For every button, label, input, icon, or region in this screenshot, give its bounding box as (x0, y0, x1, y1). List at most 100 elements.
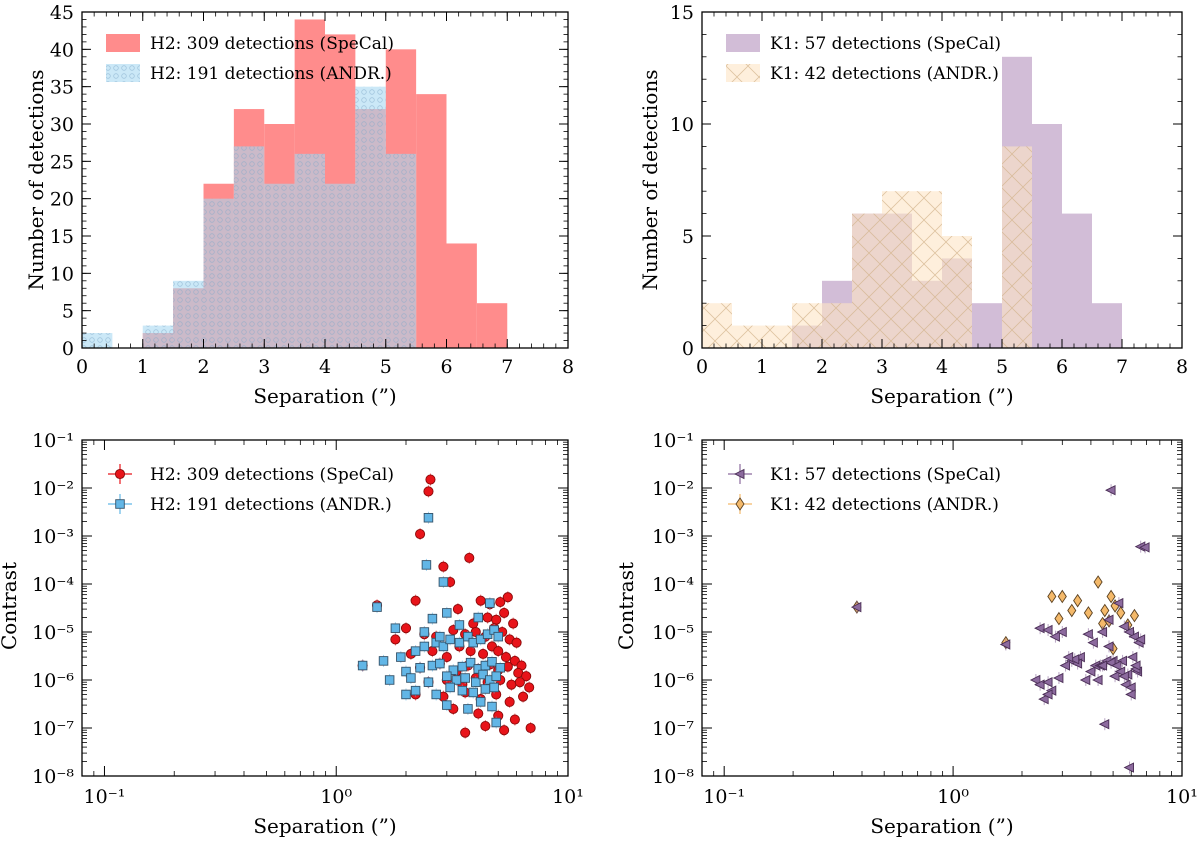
scatter-k1-point (1087, 637, 1098, 648)
scatter-k1-legend: K1: 57 detections (SpeCal) K1: 42 detecti… (728, 464, 1001, 515)
scatter-h2-legend: H2: 309 detections (SpeCal) H2: 191 detec… (108, 464, 394, 515)
scatter-h2-panel: 10⁻¹ 10⁰ 10¹ 10⁻⁸ 10⁻⁷ 10⁻⁶ 10⁻⁵ 10⁻⁴ 10⁻³ 10⁻² 10… (0, 430, 584, 838)
scatter-k1-point (1042, 676, 1053, 688)
scatter-k1-point (999, 639, 1011, 650)
scatter-h2-point (514, 677, 525, 688)
scatter-h2-point (487, 656, 497, 667)
scatter-k1-point (1098, 718, 1110, 730)
scatter-h2-point (489, 682, 499, 693)
scatter-k1-point (1112, 597, 1124, 609)
scatter-h2-legend-label: H2: 309 detections (SpeCal) (150, 465, 394, 485)
scatter-h2-point (427, 613, 438, 624)
scatter-k1-point (1125, 689, 1136, 700)
scatter-h2-point (491, 614, 502, 625)
scatter-h2-point (378, 656, 389, 666)
scatter-h2-point (480, 720, 491, 732)
scatter-h2-point (438, 577, 449, 587)
scatter-h2-ytick-label: 10⁻³ (32, 526, 74, 548)
histogram-k1-xtick-label: 8 (1176, 356, 1188, 378)
histogram-k1-legend-swatch (726, 34, 760, 52)
scatter-h2-point (454, 620, 465, 630)
scatter-h2-point (415, 662, 425, 673)
scatter-k1-point (1096, 660, 1108, 671)
histogram-h2-xtick-label: 1 (137, 356, 149, 378)
scatter-k1-point (1103, 641, 1114, 652)
scatter-h2-point (442, 671, 452, 681)
histogram-k1-bar (1032, 124, 1062, 348)
scatter-h2-point (491, 671, 501, 681)
scatter-k1-point (1042, 624, 1053, 636)
scatter-k1-panel: 10⁻¹ 10⁰ 10¹ 10⁻⁸ 10⁻⁷ 10⁻⁶ 10⁻⁵ 10⁻⁴ 10⁻³ 10⁻² 10… (614, 430, 1198, 838)
scatter-h2-ylabel: Contrast (0, 562, 21, 650)
histogram-k1-xtick-label: 5 (996, 356, 1008, 378)
scatter-k1-point (1073, 593, 1083, 608)
histogram-h2-xlabel: Separation (”) (253, 384, 396, 408)
histogram-h2-ytick-label: 45 (50, 2, 74, 24)
histogram-h2-xtick-label: 0 (76, 356, 88, 378)
scatter-h2-point (482, 612, 493, 623)
histogram-k1-ylabel: Number of detections (638, 69, 662, 290)
scatter-h2-point (423, 677, 434, 687)
scatter-k1-ytick-label: 10⁻³ (652, 526, 694, 548)
scatter-k1-point (1139, 542, 1150, 553)
histogram-k1-ytick-label: 5 (682, 226, 694, 248)
histogram-k1-bar-hatch (822, 303, 852, 348)
histogram-k1-bar-hatch (942, 236, 972, 348)
histogram-h2-ytick-label: 30 (50, 114, 74, 136)
scatter-h2-point (491, 717, 501, 728)
histogram-k1-bar-hatch (702, 303, 732, 348)
histogram-k1-xtick-label: 4 (936, 356, 948, 378)
histogram-k1-bar-hatch (792, 303, 822, 348)
histogram-k1-panel: 0 1 2 3 4 5 6 7 8 0 5 10 15 K1: 57 detections (SpeCa… (638, 2, 1188, 408)
scatter-h2-point (460, 727, 471, 738)
histogram-k1-xtick-label: 7 (1116, 356, 1128, 378)
scatter-h2-point (468, 687, 478, 698)
scatter-h2-point (504, 696, 515, 707)
scatter-h2-ytick-label: 10⁻⁵ (32, 622, 74, 644)
histogram-k1-xtick-label: 3 (876, 356, 888, 378)
scatter-h2-point (460, 673, 470, 683)
histogram-k1-bar (1062, 213, 1092, 348)
scatter-k1-point (1134, 634, 1146, 645)
histogram-h2-legend: H2: 309 detections (SpeCal) H2: 191 detec… (106, 34, 394, 84)
scatter-k1-point (1118, 621, 1129, 632)
scatter-k1-point (1049, 631, 1060, 642)
histogram-h2-bar (446, 243, 477, 348)
scatter-k1-xtick-label: 10¹ (1166, 786, 1198, 808)
scatter-h2-ytick-label: 10⁻¹ (32, 430, 74, 452)
scatter-h2-point (357, 660, 368, 671)
scatter-k1-point (1068, 654, 1080, 665)
scatter-k1-point (1083, 606, 1093, 620)
scatter-h2-point (475, 697, 486, 707)
scatter-k1-point (1126, 651, 1138, 663)
scatter-k1-point (1103, 614, 1114, 625)
histogram-h2-ytick-label: 25 (50, 151, 74, 173)
scatter-k1-point (1129, 608, 1140, 623)
histogram-h2-xtick-label: 3 (258, 356, 270, 378)
scatter-k1-point (1093, 575, 1103, 589)
histogram-h2-ytick-label: 40 (50, 39, 74, 61)
histogram-k1-xtick-label: 1 (756, 356, 768, 378)
histogram-h2-ylabel: Number of detections (24, 69, 48, 290)
scatter-k1-xtick-label: 10⁻¹ (703, 786, 745, 808)
scatter-k1-ylabel: Contrast (614, 562, 638, 650)
scatter-k1-point (1074, 651, 1085, 663)
scatter-h2-point (410, 685, 421, 696)
scatter-k1-point (1123, 762, 1134, 773)
histogram-h2-xtick-label: 8 (562, 356, 574, 378)
scatter-k1-point (1123, 626, 1134, 638)
scatter-h2-point (401, 689, 411, 700)
scatter-k1-point (1067, 603, 1077, 618)
scatter-h2-point (465, 646, 476, 657)
scatter-h2-point (425, 474, 436, 485)
histogram-h2-bar-hatch (82, 333, 113, 348)
scatter-h2-point (431, 689, 441, 700)
scatter-h2-xtick-label: 10¹ (552, 786, 584, 808)
histogram-k1-bar (972, 303, 1002, 348)
scatter-k1-ytick-label: 10⁻² (652, 478, 694, 500)
scatter-k1-point (1047, 589, 1057, 604)
scatter-h2-point (445, 634, 455, 645)
scatter-h2-point (473, 708, 484, 719)
scatter-h2-point (511, 637, 522, 648)
